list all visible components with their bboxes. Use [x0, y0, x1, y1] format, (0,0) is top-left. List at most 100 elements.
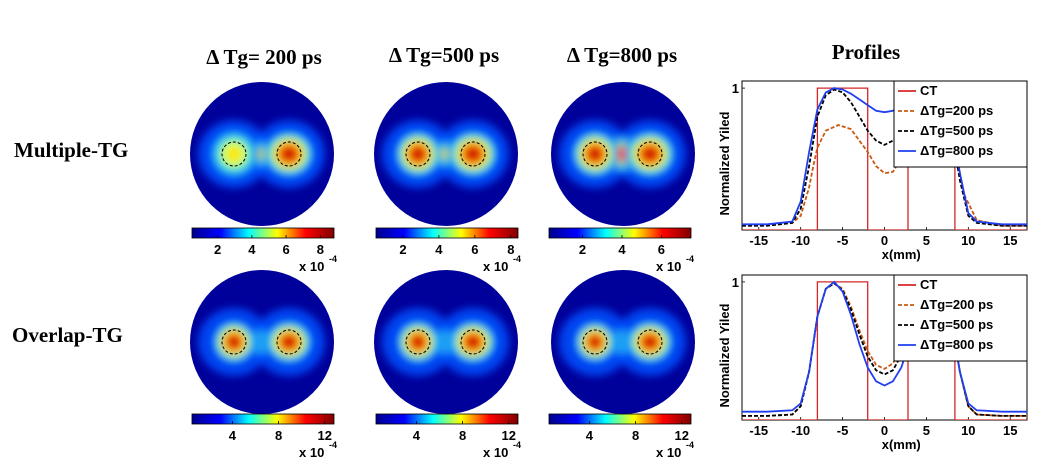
reconstruction-map — [551, 82, 695, 226]
column-title-800ps: Δ Tg=800 ps — [567, 43, 677, 67]
right-target-hotspot — [624, 130, 676, 178]
colorbar-tick-label: 4 — [413, 428, 421, 443]
x-tick-label: -15 — [749, 233, 768, 248]
legend: CT ΔTg=200 ps ΔTg=500 ps ΔTg=800 ps — [893, 274, 1028, 362]
x-tick-label: 15 — [1003, 423, 1017, 438]
colorbar-tick-label: 8 — [459, 428, 466, 443]
reconstruction-map — [190, 82, 334, 226]
target-outline-right — [637, 329, 663, 355]
colorbar-exponent-power: -4 — [686, 254, 694, 264]
target-outline-right — [276, 329, 302, 355]
colorbar-tick-label: 12 — [318, 428, 332, 443]
x-tick-label: -5 — [837, 423, 849, 438]
legend-entry: ΔTg=800 ps — [920, 143, 993, 158]
x-tick-label: 15 — [1003, 233, 1017, 248]
reconstruction-map — [374, 82, 518, 226]
target-outline-left — [582, 329, 608, 355]
colorbar-tick-label: 2 — [399, 242, 406, 257]
colorbar-tick-label: 8 — [632, 428, 639, 443]
left-target-hotspot — [208, 128, 260, 180]
colorbar-exponent-base: x 10 — [483, 259, 508, 274]
colorbar-tick-label: 4 — [435, 242, 443, 257]
target-outline-left — [405, 141, 431, 167]
y-axis-label: Normalized Yiled — [717, 111, 732, 215]
colorbar-exponent-power: -4 — [513, 254, 521, 264]
y-axis-label: Normalized Yiled — [717, 303, 732, 407]
column-title-500ps: Δ Tg=500 ps — [389, 43, 499, 67]
x-tick-label: 0 — [881, 233, 888, 248]
legend-entry: CT — [920, 83, 937, 98]
y-tick-label: 1 — [732, 81, 739, 96]
target-outline-left — [221, 329, 247, 355]
colorbar-exponent-base: x 10 — [656, 445, 681, 460]
right-target-hotspot — [265, 320, 313, 364]
colorbar-tick-label: 12 — [502, 428, 516, 443]
legend-entry: ΔTg=500 ps — [920, 123, 993, 138]
colorbar-tick-label: 4 — [248, 242, 256, 257]
x-axis-label: x(mm) — [882, 247, 921, 262]
row-label-multiple-tg: Multiple-TG — [14, 138, 128, 162]
reconstruction-map — [551, 270, 695, 414]
x-tick-label: -10 — [791, 423, 810, 438]
left-target-hotspot — [396, 320, 440, 364]
profiles-title: Profiles — [832, 40, 900, 64]
legend-entry: ΔTg=500 ps — [920, 317, 993, 332]
colorbar-tick-label: 4 — [586, 428, 594, 443]
colorbar-exponent-power: -4 — [686, 440, 694, 450]
target-outline-left — [221, 141, 247, 167]
colorbar: 2 4 6 8 x 10 -4 — [375, 227, 521, 274]
right-target-hotspot — [626, 320, 674, 364]
legend-entry: ΔTg=200 ps — [920, 297, 993, 312]
colorbar-exponent-power: -4 — [329, 440, 337, 450]
colorbar-exponent-power: -4 — [513, 440, 521, 450]
colorbar-exponent-base: x 10 — [656, 259, 681, 274]
x-tick-label: 5 — [923, 233, 930, 248]
colorbar: 4 8 12 x 10 -4 — [375, 413, 521, 460]
reconstruction-map — [374, 270, 518, 414]
colorbar-tick-label: 4 — [618, 242, 626, 257]
y-tick-label: 1 — [732, 275, 739, 290]
x-tick-label: 10 — [961, 233, 975, 248]
colorbar: 4 8 12 x 10 -4 — [548, 413, 694, 460]
colorbar-tick-label: 6 — [471, 242, 478, 257]
profile-chart: -15 -10 -5 0 5 10 15 1 x(mm) Normalized Yiled CT ΔT… — [717, 274, 1028, 452]
target-outline-right — [276, 141, 302, 167]
column-title-200ps: Δ Tg= 200 ps — [206, 45, 322, 69]
colorbar: 4 8 12 x 10 -4 — [191, 413, 337, 460]
colorbar-exponent-base: x 10 — [483, 445, 508, 460]
legend-entry: ΔTg=800 ps — [920, 337, 993, 352]
x-tick-label: 10 — [961, 423, 975, 438]
left-target-hotspot — [574, 321, 616, 363]
colorbar: 2 4 6 x 10 -4 — [548, 227, 694, 274]
target-outline-left — [405, 329, 431, 355]
colorbar-tick-label: 2 — [579, 242, 586, 257]
x-tick-label: -10 — [791, 233, 810, 248]
right-target-hotspot — [447, 130, 499, 178]
colorbar-exponent-power: -4 — [329, 254, 337, 264]
colorbar-tick-label: 6 — [282, 242, 289, 257]
target-outline-right — [460, 329, 486, 355]
right-target-hotspot — [263, 130, 315, 178]
target-outline-right — [637, 141, 663, 167]
legend-entry: CT — [920, 277, 937, 292]
target-outline-left — [582, 141, 608, 167]
colorbar-tick-label: 8 — [317, 242, 324, 257]
x-tick-label: -15 — [749, 423, 768, 438]
colorbar-exponent-base: x 10 — [299, 445, 324, 460]
right-target-hotspot — [449, 320, 497, 364]
colorbar: 2 4 6 8 x 10 -4 — [191, 227, 337, 274]
x-tick-label: 0 — [881, 423, 888, 438]
x-tick-label: 5 — [923, 423, 930, 438]
profile-chart: -15 -10 -5 0 5 10 15 1 x(mm) Normalized Yiled CT ΔT… — [717, 80, 1028, 262]
row-label-overlap-tg: Overlap-TG — [12, 323, 123, 347]
left-target-hotspot — [571, 130, 619, 178]
colorbar-tick-label: 4 — [229, 428, 237, 443]
target-outline-right — [460, 141, 486, 167]
colorbar-tick-label: 12 — [675, 428, 689, 443]
x-axis-label: x(mm) — [882, 437, 921, 452]
colorbar-tick-label: 2 — [214, 242, 221, 257]
left-target-hotspot — [394, 130, 442, 178]
legend-entry: ΔTg=200 ps — [920, 103, 993, 118]
x-tick-label: -5 — [837, 233, 849, 248]
